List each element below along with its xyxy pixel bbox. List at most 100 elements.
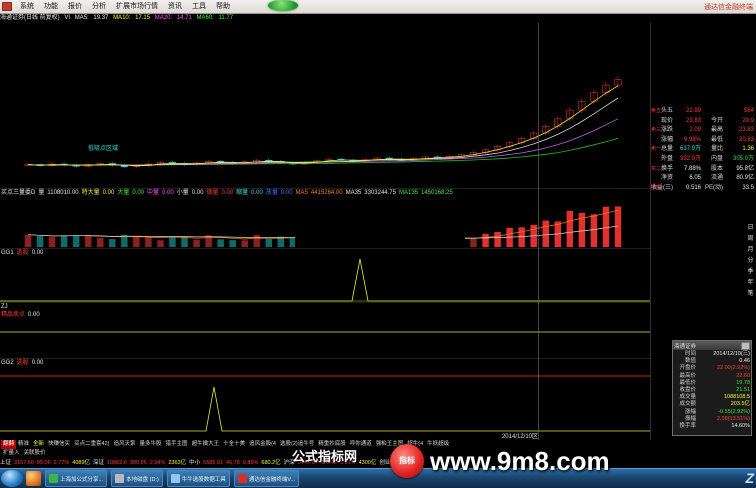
sector-tab[interactable]: 超牛擒大王 <box>190 440 222 449</box>
zj-pane[interactable]: ZJ 精品卖点0.00 0.40 <box>0 302 650 359</box>
period-selector[interactable]: 日周月分季年笔 <box>746 223 755 300</box>
sector-tab[interactable]: 快赚信买 <box>46 440 72 449</box>
sector-row-1[interactable]: 翻翻 精准 全新 快赚信买 买点二重套42) 追风天泵 量多牛股 猎手主图 超牛擒大王 十全十美追… <box>0 440 756 449</box>
quote-value: 23.83 <box>673 117 703 127</box>
period-日[interactable]: 日 <box>746 223 755 234</box>
close-icon[interactable] <box>741 342 750 350</box>
quote-row: 净资 6.05 流通 80.9亿 <box>651 174 756 184</box>
period-年[interactable]: 年 <box>746 278 755 289</box>
period-分[interactable]: 分 <box>746 256 755 267</box>
data-tooltip-window[interactable]: 海通证券 时间 2014/12/10(三) 数值 0.46 开盘价 22.00(2.92%… <box>672 340 752 436</box>
sector-tab[interactable]: 追风金股(4 <box>247 440 278 449</box>
menu-item-quote[interactable]: 报价 <box>63 1 87 12</box>
tooltip-title: 海通证券 <box>674 342 696 350</box>
sector-tab[interactable]: 量多牛股 <box>138 440 164 449</box>
sector-tab[interactable]: 呼你通道 <box>348 440 374 449</box>
ticker-token: 680.2亿 <box>261 460 280 466</box>
sector-tab[interactable]: 翻翻 <box>1 440 16 449</box>
taskbar-item-2[interactable]: 牛牛选股数据工具 <box>167 470 230 487</box>
period-周[interactable]: 周 <box>746 234 755 245</box>
ma5-label: MA5: <box>75 15 89 21</box>
symbol-name: 海通证券(日线 前复权) <box>0 15 60 21</box>
menu-item-extended-market[interactable]: 扩展市场行情 <box>111 1 163 12</box>
menu-item-function[interactable]: 功能 <box>39 1 63 12</box>
quote-row: 收益(三) 0.516 PE(动) 33.5 <box>651 184 756 194</box>
quote-key2: 最高 <box>703 126 723 136</box>
menu-item-tools[interactable]: 工具 <box>187 1 211 12</box>
ma60-value: 11.77 <box>218 15 233 21</box>
quicklaunch-icon[interactable] <box>26 471 41 486</box>
tooltip-value: 2014/12/10(三) <box>699 351 750 358</box>
ticker-token: 2363亿 <box>168 460 186 466</box>
ticker-token: 2.77% <box>54 460 70 466</box>
sector-tab-strip[interactable]: 翻翻 精准 全新 快赚信买 买点二重套42) 追风天泵 量多牛股 猎手主图 超牛擒大王 十全十美追… <box>0 440 756 459</box>
tooltip-value: 19.78 <box>699 380 750 387</box>
price-annotation: 低吸点区域 <box>88 143 118 152</box>
sector-tab[interactable]: 买点二重套42) <box>72 440 111 449</box>
tooltip-titlebar: 海通证券 <box>673 341 751 350</box>
tooltip-rows: 时间 2014/12/10(三) 数值 0.46 开盘价 22.00(2.92%) 最高价 2… <box>673 350 751 430</box>
tooltip-value: 22.00(2.92%) <box>699 365 750 372</box>
tooltip-value: 2.08(13.51%) <box>699 416 750 423</box>
gg2-chart-svg <box>0 359 650 441</box>
ma10-label: MA10: <box>113 15 130 21</box>
sector-tab[interactable]: 追风天泵 <box>112 440 138 449</box>
volume-pane[interactable]: 买点三量委D 量 1108010.00 特大量 0.00 大量 0.00 中量 0.00 小量 0.… <box>0 188 650 249</box>
sector-tab[interactable]: 关联股价 <box>22 449 48 458</box>
sector-tab[interactable]: 超牛(4 <box>405 440 425 449</box>
sector-tab[interactable]: 精准 <box>16 440 31 449</box>
period-月[interactable]: 月 <box>746 245 755 256</box>
gg1-pane[interactable]: GG1选股0.00 0.48 <box>0 248 650 303</box>
quote-value: 332.9万 <box>673 155 703 165</box>
ticker-token: 110.42 <box>321 460 337 466</box>
period-季[interactable]: 季 <box>746 267 755 278</box>
ticker-token: 深证 <box>93 460 104 466</box>
windows-taskbar[interactable]: 上海加公式分享... 本地磁盘 (D:) 牛牛选股数据工具 通达信金融终端V..… <box>0 468 756 488</box>
sector-tab[interactable]: 扩量入 <box>1 449 22 458</box>
menu-item-news[interactable]: 资讯 <box>163 1 187 12</box>
tooltip-key: 开盘价 <box>674 365 699 372</box>
menu-item-help[interactable]: 帮助 <box>211 1 235 12</box>
menu-item-analysis[interactable]: 分析 <box>87 1 111 12</box>
ticker-token: 6. <box>416 460 421 466</box>
ticker-token: 4300亿 <box>359 460 377 466</box>
taskbar-item-2-label: 牛牛选股数据工具 <box>182 475 226 483</box>
green-app-icon <box>49 474 58 483</box>
sector-tab[interactable]: 精重抄底股 <box>316 440 348 449</box>
quote-value2: 80.9亿 <box>723 174 756 184</box>
index-ticker[interactable]: 上证 3157.60 85.06 2.77% 4089亿 深证 10802.6 300.86 2… <box>0 459 756 468</box>
tooltip-key: 最高价 <box>674 373 699 380</box>
ticker-token: 中小 <box>189 460 200 466</box>
quote-key: 现价 <box>651 117 673 127</box>
taskbar-item-3[interactable]: 通达信金融终端V... <box>234 470 299 487</box>
taskbar-item-1[interactable]: 本地磁盘 (D:) <box>111 470 163 487</box>
quote-value: 7.88% <box>673 165 703 175</box>
sector-tab[interactable]: 十全十美 <box>221 440 247 449</box>
connection-status-icon[interactable] <box>268 0 302 13</box>
quote-value2: 1.36 <box>723 145 756 155</box>
sector-tab[interactable]: 强柏王主图 <box>374 440 406 449</box>
tooltip-row: 涨幅 -0.55(2.92%) <box>674 409 750 416</box>
sector-tab[interactable]: 猎手主图 <box>164 440 190 449</box>
quote-row: 外盘 332.9万 内盘 305.0万 <box>651 155 756 165</box>
quote-rows: 头五 22.99 564 现价 23.83 今开 20.9 涨跌 2.09 最高 23.83 涨幅 9.… <box>651 107 756 193</box>
app-logo-icon <box>2 2 12 11</box>
taskbar-item-0[interactable]: 上海加公式分享... <box>45 470 107 487</box>
sector-tab[interactable]: 选股(2)追牛号 <box>278 440 316 449</box>
tooltip-value: 22.60 <box>699 373 750 380</box>
price-pane[interactable]: 低吸点区域 <box>0 23 650 188</box>
gg2-pane[interactable]: GG2选股0.00 0.40 2014/12/10区 <box>0 358 650 441</box>
sector-tab[interactable]: 全新 <box>31 440 46 449</box>
chart-zone[interactable]: 低吸点区域 买点三量委D 量 1108010.00 特大量 0.00 大量 0.00 中量 0.… <box>0 23 651 440</box>
ticker-token: 5585.01 <box>203 460 223 466</box>
quote-level-label: 卖一 <box>651 145 661 152</box>
sector-tab[interactable]: 牛妖超级 <box>425 440 451 449</box>
tooltip-value: -0.55(2.92%) <box>699 409 750 416</box>
menu-item-system[interactable]: 系统 <box>15 1 39 12</box>
period-笔[interactable]: 笔 <box>746 289 755 300</box>
chart-date-label: 2014/12/10区 <box>502 431 538 440</box>
tooltip-value: 14.60% <box>699 423 750 430</box>
sector-row-2[interactable]: 扩量入 关联股价 <box>0 449 756 458</box>
start-orb-icon[interactable] <box>1 470 23 487</box>
brand-link[interactable]: 通达信金融终端 <box>704 2 753 12</box>
